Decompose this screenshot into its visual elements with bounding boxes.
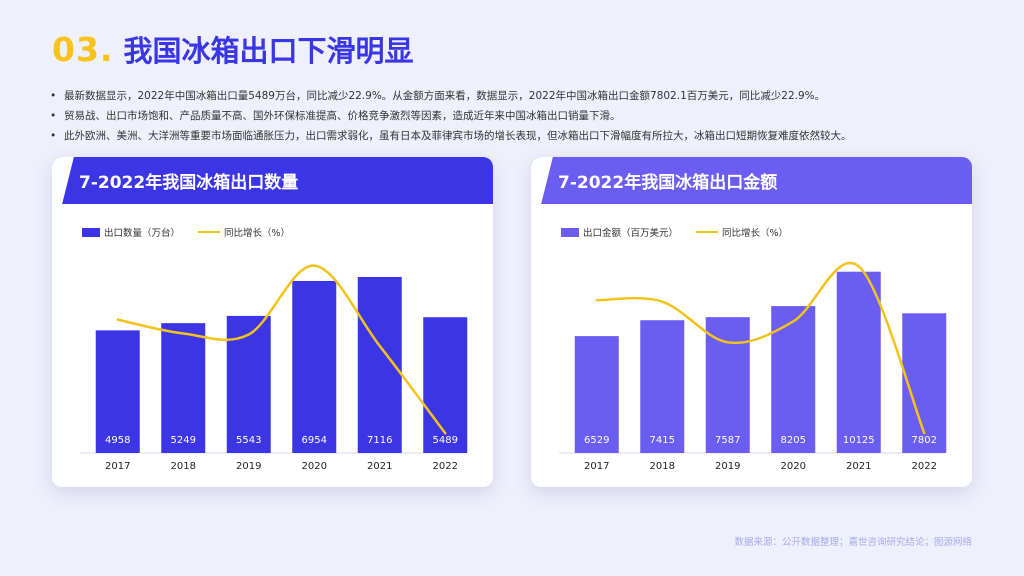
data-source-note: 数据来源：公开数据整理；嘉世咨询研究结论；图源网络 bbox=[734, 537, 972, 548]
amount-chart: 6529 2017 7415 2018 7587 2019 8205 2020 10125 202… bbox=[559, 261, 947, 472]
growth-rate-line bbox=[595, 261, 926, 435]
bar bbox=[161, 323, 206, 453]
bar-value-label: 5249 bbox=[171, 435, 196, 446]
bar bbox=[771, 306, 816, 453]
x-tick-label: 2019 bbox=[715, 461, 740, 472]
bar bbox=[640, 320, 685, 453]
amount-chart-card: 7-2022年我国冰箱出口金额 出口金额（百万美元） 同比增长（%） 6529 2… bbox=[531, 157, 972, 487]
quantity-chart-card: 7-2022年我国冰箱出口数量 出口数量（万台） 同比增长（%） 4958 201… bbox=[52, 157, 493, 487]
bar bbox=[423, 317, 468, 453]
legend-bar-swatch bbox=[561, 227, 579, 237]
chart-header: 7-2022年我国冰箱出口数量 bbox=[52, 157, 493, 204]
page-title: 我国冰箱出口下滑明显 bbox=[123, 34, 414, 68]
x-tick-label: 2022 bbox=[433, 461, 458, 472]
bullet-item: 最新数据显示，2022年中国冰箱出口量5489万台，同比减少22.9%。从金额方… bbox=[50, 86, 990, 106]
bullet-item: 贸易战、出口市场饱和、产品质量不高、国外环保标准提高、价格竞争激烈等因素，造成近… bbox=[50, 106, 990, 126]
chart-title: 7-2022年我国冰箱出口数量 bbox=[79, 173, 299, 193]
bar-value-label: 7415 bbox=[650, 435, 675, 446]
bar bbox=[226, 315, 271, 453]
legend-label-bar: 出口金额（百万美元） bbox=[583, 228, 679, 239]
bar bbox=[836, 271, 881, 453]
legend-line-swatch bbox=[696, 231, 719, 233]
bar bbox=[705, 317, 750, 453]
page-heading: 03. 我国冰箱出口下滑明显 bbox=[52, 28, 413, 70]
x-tick-label: 2021 bbox=[367, 461, 392, 472]
section-number: 03. bbox=[52, 30, 114, 69]
bar-value-label: 6529 bbox=[584, 435, 609, 446]
x-tick-label: 2018 bbox=[171, 461, 196, 472]
bar-value-label: 4958 bbox=[105, 435, 130, 446]
quantity-chart: 4958 2017 5249 2018 5543 2019 6954 2020 7116 2021… bbox=[80, 264, 468, 472]
legend-line-swatch bbox=[198, 231, 221, 233]
x-tick-label: 2020 bbox=[781, 461, 806, 472]
x-tick-label: 2020 bbox=[302, 461, 327, 472]
x-tick-label: 2019 bbox=[236, 461, 261, 472]
x-tick-label: 2017 bbox=[105, 461, 130, 472]
bar bbox=[95, 330, 140, 453]
legend-label-bar: 出口数量（万台） bbox=[104, 228, 181, 239]
legend-bar-swatch bbox=[82, 227, 100, 237]
bar-value-label: 7802 bbox=[912, 435, 937, 446]
bar bbox=[574, 336, 619, 453]
bar-value-label: 5489 bbox=[433, 435, 458, 446]
bar-value-label: 7587 bbox=[715, 435, 740, 446]
x-tick-label: 2018 bbox=[650, 461, 675, 472]
bar-value-label: 10125 bbox=[843, 435, 875, 446]
chart-legend: 出口金额（百万美元） 同比增长（%） bbox=[561, 225, 788, 239]
chart-legend: 出口数量（万台） 同比增长（%） bbox=[82, 225, 290, 239]
legend-label-line: 同比增长（%） bbox=[722, 228, 789, 239]
growth-rate-line bbox=[116, 264, 447, 435]
bar-value-label: 6954 bbox=[302, 435, 327, 446]
bar bbox=[292, 280, 337, 453]
bar-value-label: 7116 bbox=[367, 435, 392, 446]
legend-label-line: 同比增长（%） bbox=[224, 228, 291, 239]
chart-header: 7-2022年我国冰箱出口金额 bbox=[531, 157, 972, 204]
bar-value-label: 5543 bbox=[236, 435, 261, 446]
bullet-item: 此外欧洲、美洲、大洋洲等重要市场面临通胀压力，出口需求弱化，虽有日本及菲律宾市场… bbox=[50, 126, 990, 146]
chart-title: 7-2022年我国冰箱出口金额 bbox=[558, 173, 778, 193]
summary-bullets: 最新数据显示，2022年中国冰箱出口量5489万台，同比减少22.9%。从金额方… bbox=[50, 86, 990, 146]
x-tick-label: 2022 bbox=[912, 461, 937, 472]
bar-value-label: 8205 bbox=[781, 435, 806, 446]
x-tick-label: 2021 bbox=[846, 461, 871, 472]
x-tick-label: 2017 bbox=[584, 461, 609, 472]
